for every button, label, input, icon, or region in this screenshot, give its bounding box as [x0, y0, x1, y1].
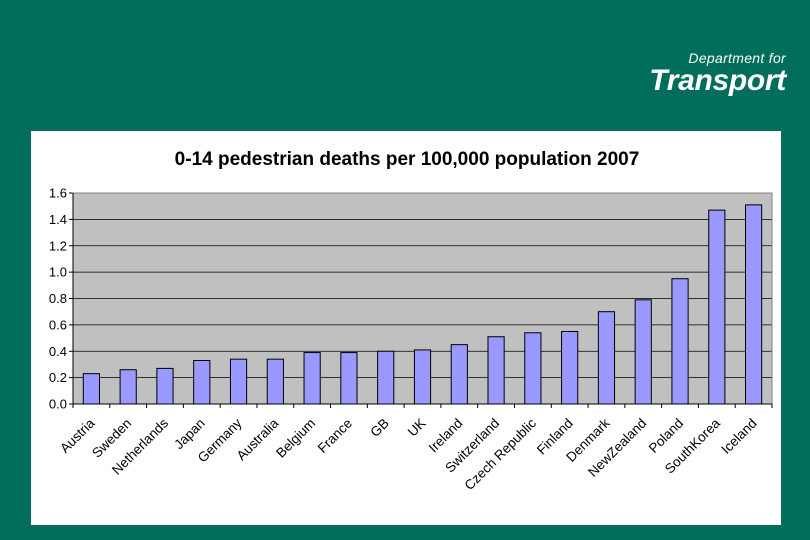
- bar-australia: [266, 358, 284, 405]
- bar-ireland: [450, 344, 468, 405]
- y-tick-label: 0.0: [49, 397, 67, 412]
- x-tick-label: UK: [405, 416, 429, 440]
- bar-newzealand: [634, 299, 652, 405]
- bar-japan: [193, 359, 211, 405]
- y-tick-label: 0.8: [49, 291, 67, 306]
- department-for-transport-logo: Department for Transport: [649, 50, 786, 96]
- y-tick-label: 1.2: [49, 238, 67, 253]
- x-tick-label: Belgium: [273, 416, 318, 461]
- y-tick-label: 0.6: [49, 317, 67, 332]
- logo-line-department: Department for: [688, 50, 786, 66]
- y-tick-label: 1.0: [49, 265, 67, 280]
- bar-austria: [82, 373, 100, 405]
- bar-poland: [671, 278, 689, 405]
- bar-iceland: [745, 204, 763, 405]
- bar-finland: [561, 330, 579, 405]
- bar-gb: [377, 350, 395, 405]
- bar-uk: [413, 349, 432, 405]
- bar-sweden: [119, 369, 137, 405]
- logo-line-transport: Transport: [649, 64, 786, 97]
- chart-panel: 0-14 pedestrian deaths per 100,000 popul…: [31, 131, 781, 525]
- bar-southkorea: [708, 209, 726, 405]
- bar-chart: 0-14 pedestrian deaths per 100,000 popul…: [49, 149, 773, 493]
- y-tick-label: 0.2: [49, 370, 67, 385]
- bar-netherlands: [156, 367, 174, 405]
- x-tick-label: Iceland: [718, 416, 759, 457]
- y-tick-label: 1.4: [49, 212, 67, 227]
- bar-switzerland: [487, 336, 505, 405]
- bar-czech-republic: [524, 332, 542, 405]
- bar-germany: [229, 358, 248, 405]
- bar-denmark: [597, 311, 616, 405]
- bar-france: [340, 352, 358, 405]
- y-tick-label: 0.4: [49, 344, 67, 359]
- bar-belgium: [303, 352, 321, 405]
- x-tick-label: France: [315, 416, 355, 456]
- x-tick-label: GB: [367, 416, 391, 440]
- chart-title: 0-14 pedestrian deaths per 100,000 popul…: [175, 149, 640, 170]
- y-tick-label: 1.6: [49, 186, 67, 201]
